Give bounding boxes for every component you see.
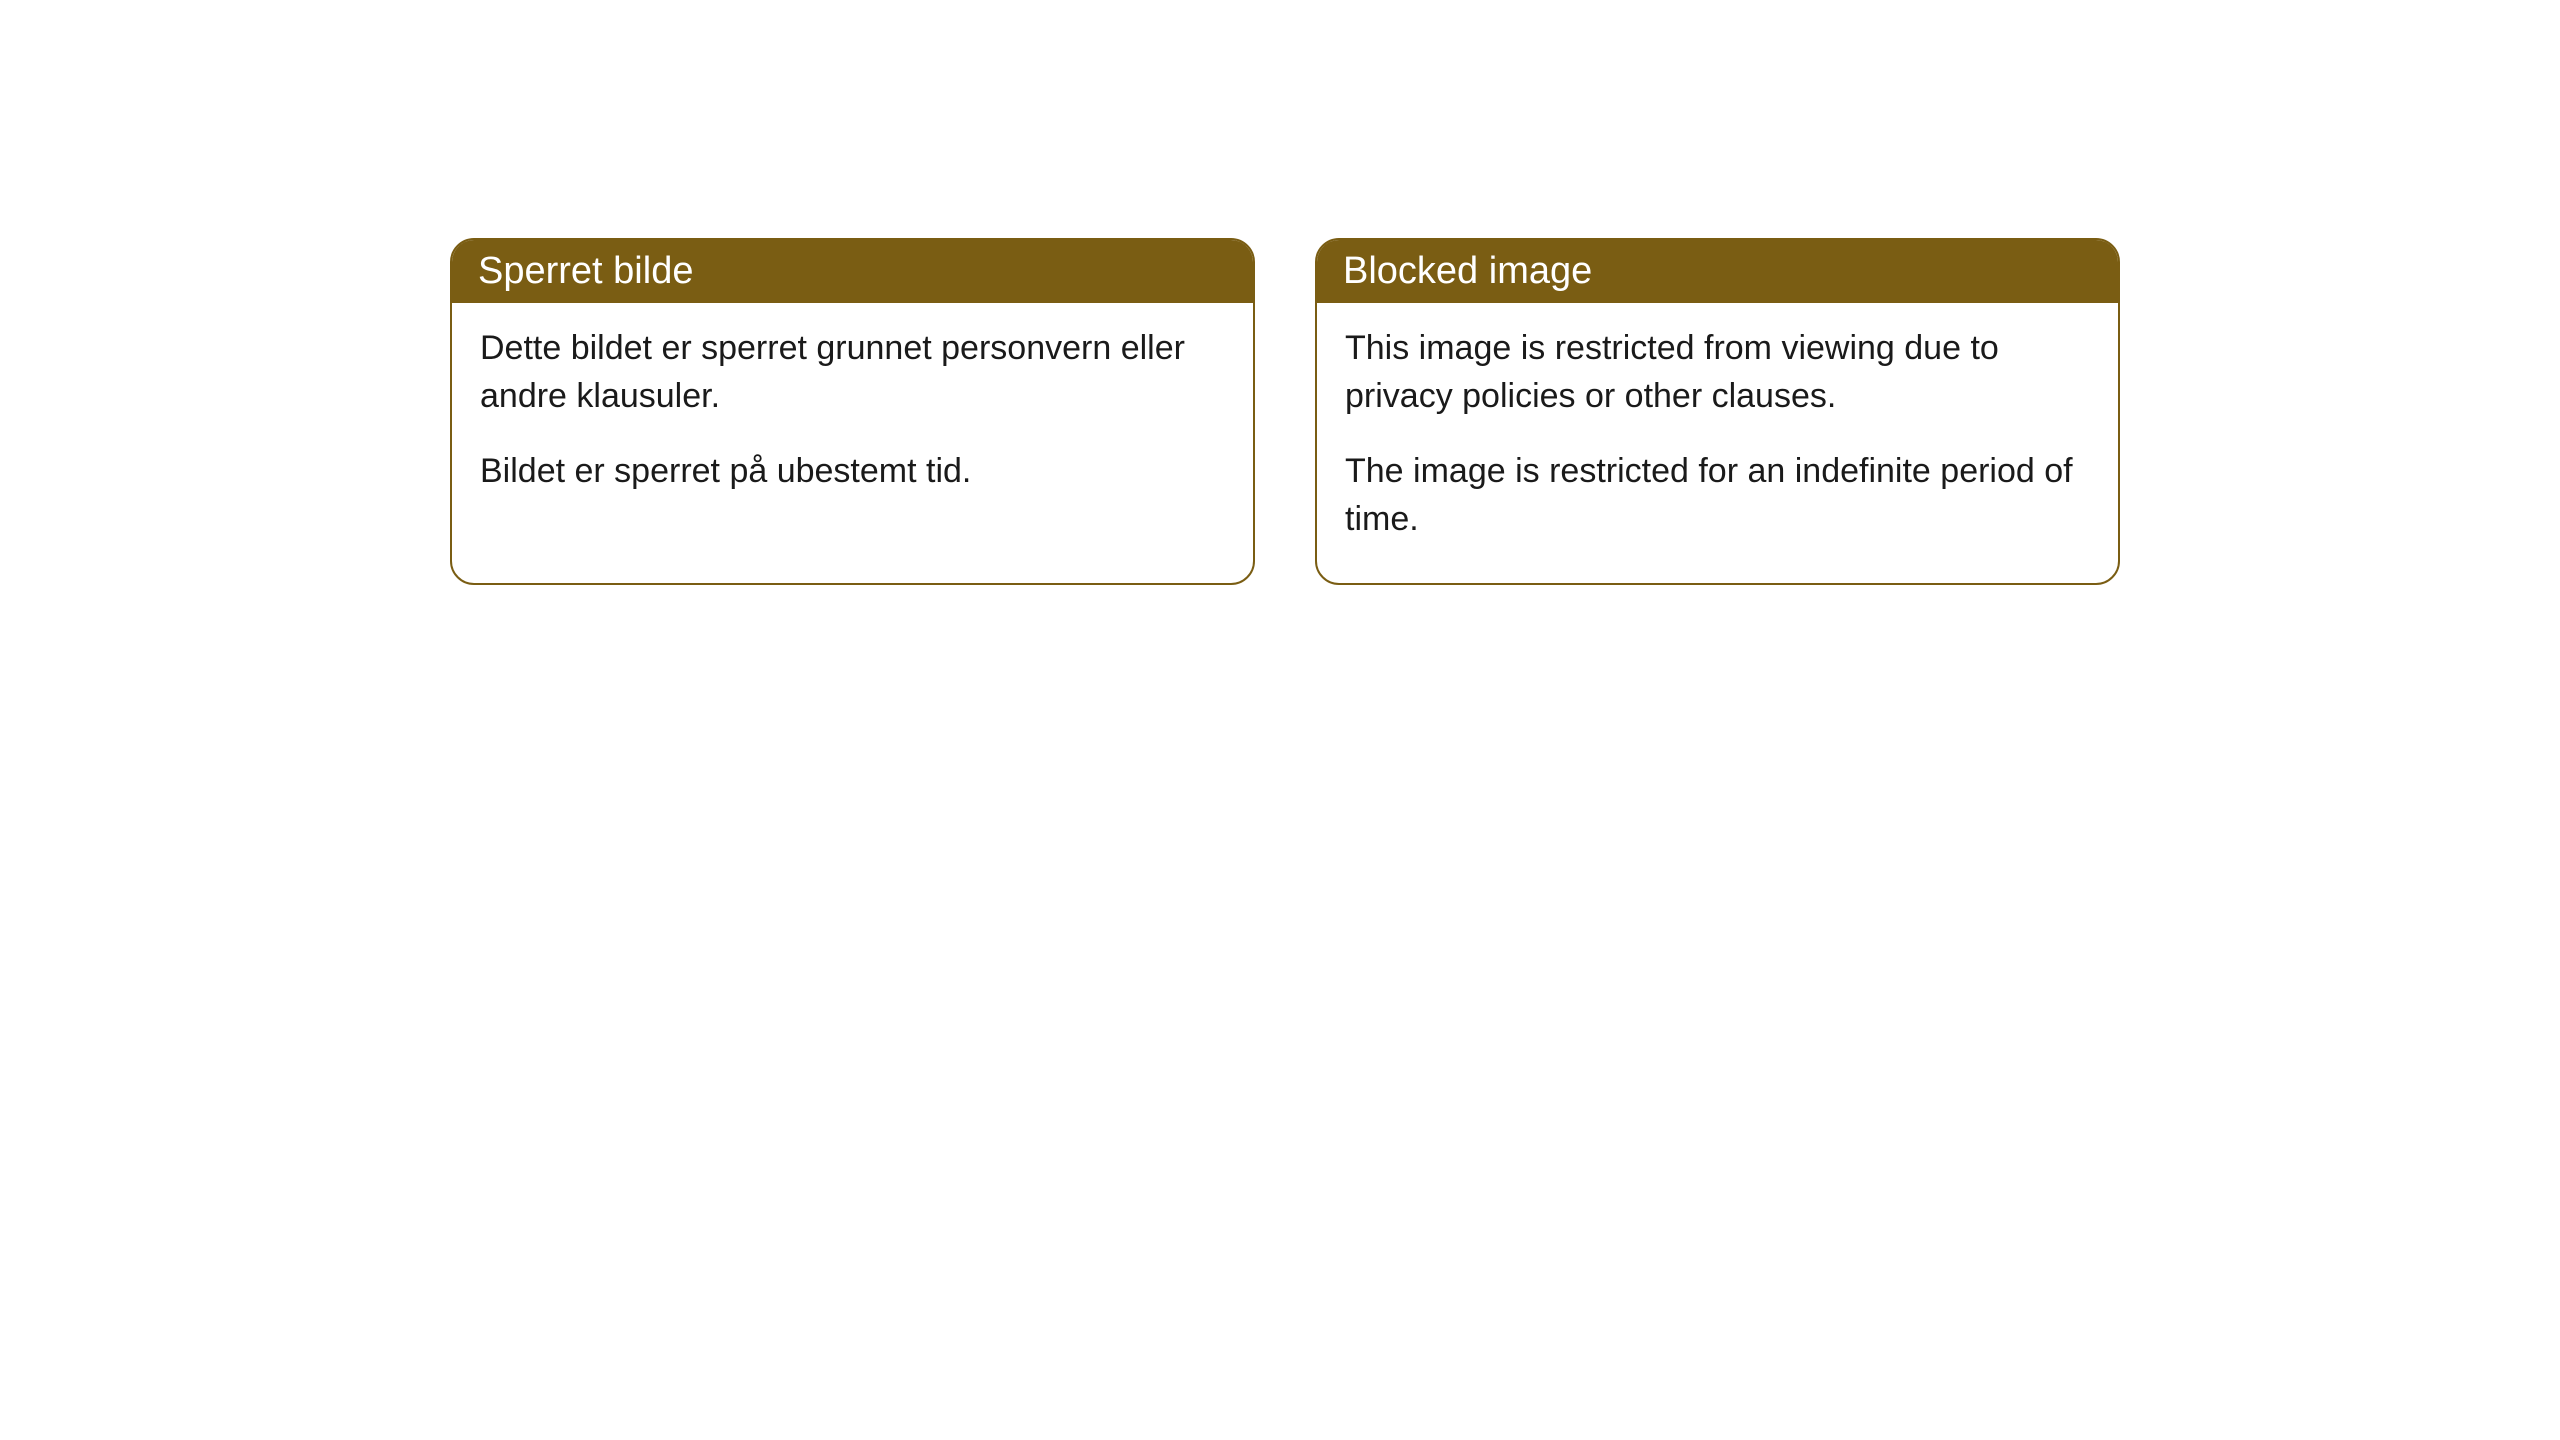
- card-body-english: This image is restricted from viewing du…: [1317, 303, 2118, 583]
- card-body-norwegian: Dette bildet er sperret grunnet personve…: [452, 303, 1253, 536]
- card-paragraph: Dette bildet er sperret grunnet personve…: [480, 325, 1225, 420]
- notice-card-norwegian: Sperret bilde Dette bildet er sperret gr…: [450, 238, 1255, 585]
- card-title: Sperret bilde: [478, 250, 693, 292]
- notice-cards-container: Sperret bilde Dette bildet er sperret gr…: [450, 238, 2120, 585]
- card-paragraph: This image is restricted from viewing du…: [1345, 325, 2090, 420]
- notice-card-english: Blocked image This image is restricted f…: [1315, 238, 2120, 585]
- card-paragraph: Bildet er sperret på ubestemt tid.: [480, 448, 1225, 496]
- card-paragraph: The image is restricted for an indefinit…: [1345, 448, 2090, 543]
- card-header-norwegian: Sperret bilde: [452, 240, 1253, 303]
- card-header-english: Blocked image: [1317, 240, 2118, 303]
- card-title: Blocked image: [1343, 250, 1592, 292]
